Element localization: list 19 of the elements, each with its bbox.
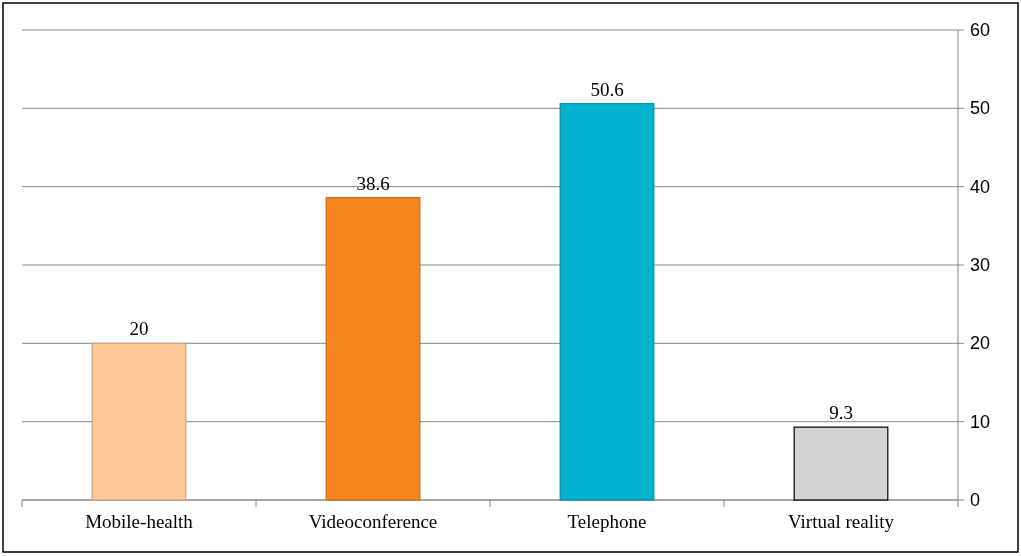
- data-label: 50.6: [590, 78, 624, 100]
- y-tick-label: 10: [970, 411, 991, 432]
- y-tick-label: 40: [970, 176, 991, 197]
- y-tick-label: 60: [970, 20, 991, 40]
- x-tick-label: Mobile-health: [85, 511, 194, 532]
- y-tick-label: 0: [970, 490, 981, 510]
- data-label: 9.3: [829, 402, 853, 424]
- y-tick-label: 50: [970, 98, 991, 119]
- data-label: 38.6: [356, 172, 390, 194]
- x-tick-label: Virtual reality: [788, 511, 895, 532]
- x-tick-label: Videoconference: [308, 511, 438, 532]
- bar: [793, 426, 889, 501]
- data-label: 20: [129, 318, 149, 340]
- y-tick-label: 20: [970, 333, 991, 354]
- y-tick-label: 30: [970, 255, 991, 275]
- bar: [91, 342, 187, 501]
- x-tick-label: Telephone: [567, 511, 647, 532]
- bar: [325, 197, 421, 501]
- bar: [559, 103, 655, 501]
